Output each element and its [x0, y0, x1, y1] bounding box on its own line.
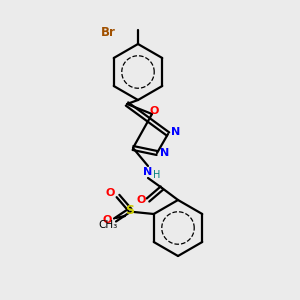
- Text: H: H: [153, 170, 161, 180]
- Text: CH₃: CH₃: [98, 220, 118, 230]
- Text: O: O: [149, 106, 159, 116]
- Text: N: N: [171, 127, 181, 137]
- Text: N: N: [143, 167, 153, 177]
- Text: O: O: [136, 195, 146, 205]
- Text: O: O: [102, 215, 112, 225]
- Text: O: O: [105, 188, 115, 198]
- Text: N: N: [160, 148, 169, 158]
- Text: S: S: [125, 203, 134, 217]
- Text: Br: Br: [100, 26, 116, 38]
